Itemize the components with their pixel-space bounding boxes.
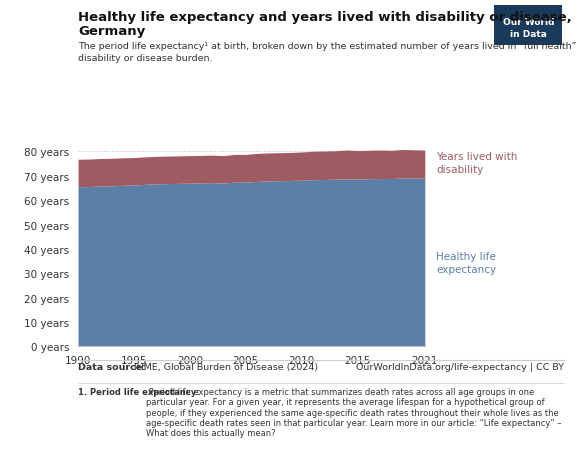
Text: in Data: in Data bbox=[510, 30, 547, 39]
Text: OurWorldInData.org/life-expectancy | CC BY: OurWorldInData.org/life-expectancy | CC … bbox=[355, 363, 564, 372]
Text: Data source:: Data source: bbox=[78, 363, 146, 372]
Text: Healthy life
expectancy: Healthy life expectancy bbox=[436, 251, 496, 274]
Text: Years lived with
disability: Years lived with disability bbox=[436, 151, 517, 175]
Text: Germany: Germany bbox=[78, 25, 145, 38]
Text: IHME, Global Burden of Disease (2024): IHME, Global Burden of Disease (2024) bbox=[131, 363, 318, 372]
Text: Healthy life expectancy and years lived with disability or disease,: Healthy life expectancy and years lived … bbox=[78, 11, 572, 24]
Text: Period life expectancy is a metric that summarizes death rates across all age gr: Period life expectancy is a metric that … bbox=[146, 387, 562, 437]
Text: 1. Period life expectancy:: 1. Period life expectancy: bbox=[78, 387, 199, 396]
Text: Our World: Our World bbox=[502, 18, 554, 27]
Text: The period life expectancy¹ at birth, broken down by the estimated number of yea: The period life expectancy¹ at birth, br… bbox=[78, 42, 578, 63]
